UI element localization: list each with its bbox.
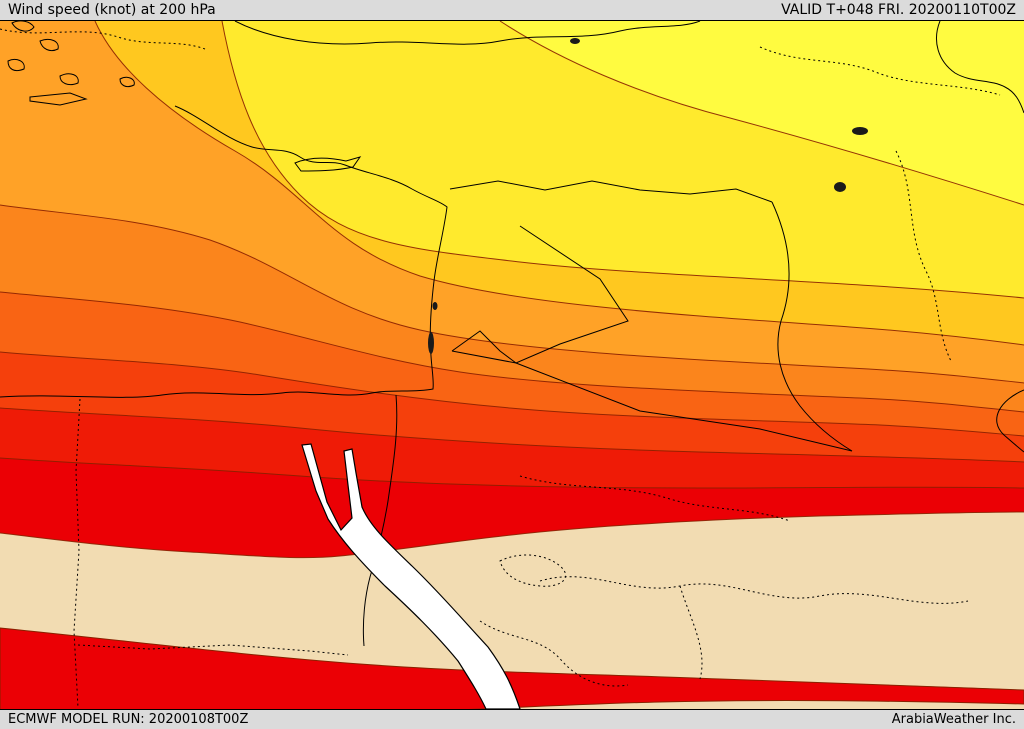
wind-band-yellow-bright [500,21,1024,205]
black-sea-coastline [234,21,701,45]
coastlines-borders [0,21,1024,647]
island-cyprus [294,156,362,172]
header-bar: Wind speed (knot) at 200 hPa VALID T+048… [0,0,1024,21]
lake-van [852,127,868,135]
island-outline [119,76,135,88]
island-outline [7,58,25,72]
lakes [428,38,868,354]
sea-of-galilee [432,302,438,310]
island-outline [59,73,79,86]
wind-bands [0,21,1024,709]
valid-time-label: VALID T+048 FRI. 20200110T00Z [781,2,1016,18]
island-outline [11,21,35,32]
provider-credit: ArabiaWeather Inc. [891,712,1016,727]
iraq-saudi-border [515,362,853,452]
turkey-south-border [449,180,773,203]
persian-gulf-coastline [996,389,1024,453]
footer-bar: ECMWF MODEL RUN: 20200108T00Z ArabiaWeat… [0,709,1024,729]
mediterranean-coastline [0,105,448,398]
wind-map-canvas [0,21,1024,709]
nile-river [362,394,398,647]
dead-sea [428,332,434,354]
contour-lines [0,21,1024,559]
dotted-borders [0,28,1001,709]
iran-west-border [771,201,853,452]
model-run-label: ECMWF MODEL RUN: 20200108T00Z [8,712,249,727]
island-crete [29,92,88,106]
map-title: Wind speed (knot) at 200 hPa [8,2,216,18]
lake-urmia [834,182,846,192]
lake-tuz [570,38,580,44]
syria-iraq-border [451,225,629,364]
wind-band-south-red-stripe [0,627,1024,709]
red-sea [301,443,521,709]
wind-map [0,21,1024,709]
jordan-border [451,330,517,364]
caspian-coastline [936,21,1024,114]
island-outlines [7,21,362,172]
island-outline [39,38,59,52]
